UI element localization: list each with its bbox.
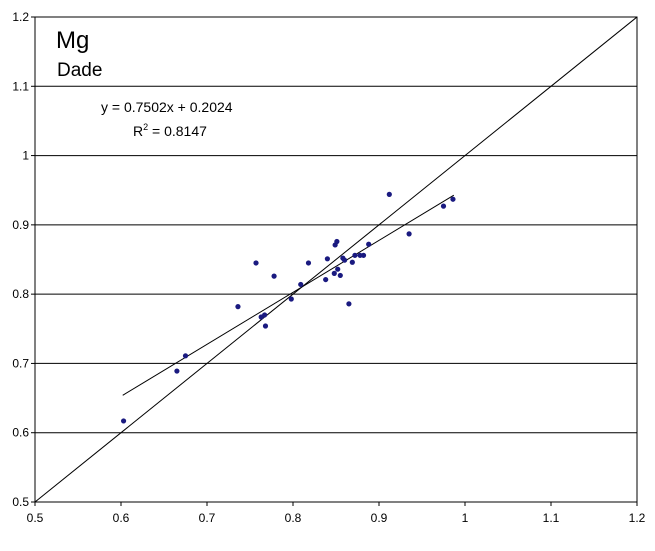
data-point: [182, 353, 189, 359]
data-point: [331, 270, 337, 276]
data-point: [342, 257, 348, 263]
chart-title: Mg: [56, 27, 89, 54]
gridlines: [35, 85, 637, 434]
y-tick-label: 1.2: [12, 10, 29, 24]
lines: [34, 16, 638, 503]
data-point: [352, 252, 358, 258]
data-point: [298, 281, 304, 288]
y-tick-label: 0.7: [12, 356, 29, 370]
x-tick-label: 1: [462, 511, 469, 525]
data-point: [334, 238, 340, 245]
data-point: [271, 273, 277, 279]
x-tick-label: 1.2: [629, 511, 646, 525]
data-point: [262, 323, 269, 329]
data-point: [323, 276, 329, 283]
data-point: [406, 231, 412, 237]
x-tick-label: 0.7: [199, 511, 216, 525]
y-tick-label: 0.9: [12, 218, 29, 232]
y-tick-label: 1.1: [12, 79, 29, 93]
x-tick-label: 0.8: [285, 511, 302, 525]
chart-subtitle: Dade: [57, 60, 102, 81]
r-squared-exponent: 2: [143, 122, 148, 132]
x-tick-label: 0.9: [371, 511, 388, 525]
identity-line: [34, 16, 638, 503]
data-point: [360, 252, 367, 258]
data-point: [324, 256, 330, 262]
data-point: [349, 259, 355, 265]
y-tick-label: 1: [22, 149, 29, 163]
x-tick-label: 0.5: [27, 511, 44, 525]
r-squared-value: = 0.8147: [148, 123, 207, 139]
data-points: [120, 191, 456, 424]
r-squared-prefix: R: [133, 123, 143, 139]
y-tick-label: 0.6: [12, 426, 29, 440]
data-point: [346, 301, 352, 307]
data-point: [440, 203, 447, 209]
data-point: [253, 260, 259, 266]
data-point: [335, 266, 341, 272]
data-point: [262, 312, 268, 318]
x-tick-label: 1.1: [543, 511, 560, 525]
data-point: [337, 272, 343, 279]
data-point: [288, 296, 294, 302]
x-tick-label: 0.6: [113, 511, 130, 525]
r-squared: R2 = 0.8147: [133, 122, 207, 139]
data-point: [450, 196, 456, 202]
regression-equation: y = 0.7502x + 0.2024: [101, 99, 233, 115]
data-point: [386, 191, 392, 197]
y-tick-label: 0.8: [12, 287, 29, 301]
data-point: [305, 260, 312, 266]
axes: 0.5 0.6 0.7 0.8 0.9 1 1.1 1.2 0.5 0.6 0.7 0.8 0.9 1 1.…: [12, 10, 645, 525]
data-point: [120, 418, 127, 424]
trend-line: [122, 194, 455, 396]
data-point: [174, 368, 180, 374]
data-point: [366, 241, 372, 247]
data-point: [235, 304, 241, 310]
y-tick-label: 0.5: [12, 495, 29, 509]
